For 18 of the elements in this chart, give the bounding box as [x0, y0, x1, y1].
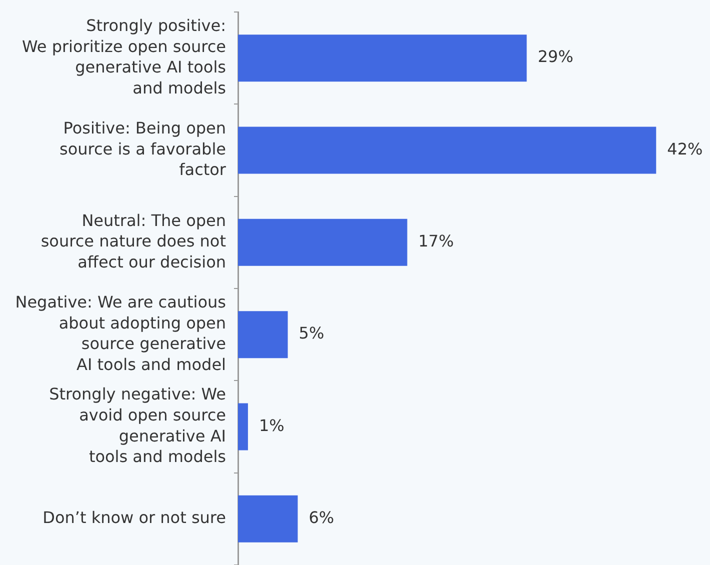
y-tick-label: Positive: Being open source is a favorable factor: [60, 118, 226, 180]
bar: [238, 403, 248, 450]
data-label: 29%: [538, 47, 574, 66]
bar: [238, 311, 288, 358]
data-label: 17%: [418, 232, 454, 251]
y-tick-label: Don’t know or not sure: [42, 508, 226, 528]
bar: [238, 495, 298, 542]
y-tick-label: Negative: We are cautious about adopting open source generative AI tools and model: [15, 292, 226, 374]
y-tick-label: Neutral: The open source nature does not affect our decision: [40, 210, 226, 272]
data-label: 5%: [298, 324, 324, 343]
y-tick-label: Strongly negative: We avoid open source generative AI tools and models: [49, 384, 226, 466]
bar: [238, 218, 408, 266]
data-label: 42%: [667, 139, 703, 158]
y-tick-label: Strongly positive: We prioritize open source generative AI tools and models: [22, 16, 226, 98]
bar: [238, 126, 656, 174]
data-label: 6%: [308, 508, 334, 528]
bar: [238, 34, 527, 82]
data-label: 1%: [258, 416, 284, 435]
